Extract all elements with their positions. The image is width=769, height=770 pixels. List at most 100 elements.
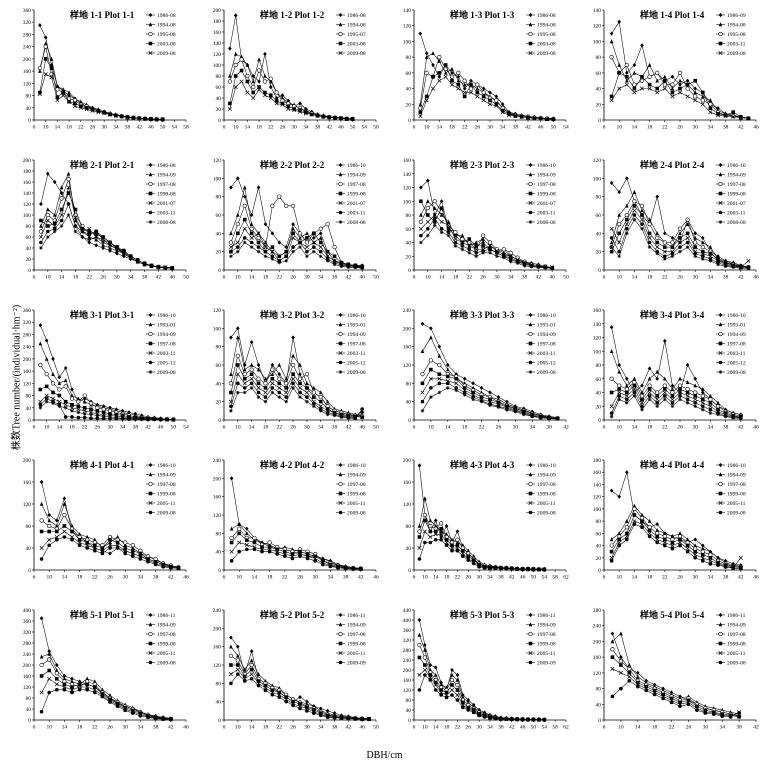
x-tick-label: 50 [183,275,189,281]
data-point [617,383,622,388]
data-point [625,231,629,236]
x-tick-label: 6 [413,275,416,281]
data-point [305,399,309,404]
data-point [156,264,161,269]
data-point [432,199,437,204]
data-point [444,537,449,542]
x-tick-label: 22 [92,725,98,731]
legend-marker [718,612,723,618]
data-point [640,222,644,226]
data-point [647,231,652,236]
data-point [716,111,720,116]
legend-marker [718,12,723,18]
data-point [443,74,448,79]
data-point [262,79,268,84]
data-point [245,531,249,536]
data-point [488,403,492,408]
data-point [493,566,498,571]
data-point [249,212,254,218]
data-point [625,376,629,381]
data-point [239,79,244,84]
legend-label: 1994-08 [537,23,556,29]
series-line-5 [419,530,545,570]
legend-marker [338,500,343,506]
data-point [233,74,238,78]
data-point [291,372,295,376]
legend-marker [338,172,343,177]
legend-label: 1997-08 [537,482,556,488]
data-point [54,671,59,676]
data-point [318,399,323,404]
data-point [454,381,459,386]
data-point [66,171,71,176]
data-point [678,78,682,83]
data-point [417,523,422,528]
legend-label: 1986-10 [157,463,176,469]
data-point [38,90,42,95]
data-point [85,684,90,690]
data-point [270,376,275,381]
data-point [655,231,659,236]
data-point [737,711,741,715]
x-tick-label: 18 [444,725,450,731]
data-point [239,57,244,62]
data-point [677,70,683,75]
data-point [146,559,150,564]
x-tick-label: 30 [101,125,107,131]
series-line-1 [612,633,740,717]
legend-label: 1986-09 [727,13,746,19]
y-tick-label: 160 [213,495,222,501]
legend-marker [528,172,533,177]
legend-marker [338,31,343,37]
data-point [51,356,55,361]
data-point [77,532,82,537]
x-tick-label: 6 [223,275,226,281]
data-point [700,98,705,103]
legend-label: 2005-11 [537,651,556,657]
data-point [731,110,735,114]
x-tick-label: 58 [552,725,558,731]
data-point [67,99,72,104]
data-point [102,111,107,116]
data-point [678,394,682,398]
data-point [229,476,234,481]
data-point [647,217,652,222]
data-point [290,556,295,561]
data-point [62,535,67,539]
data-point [85,546,89,550]
x-tick-label: 22 [662,575,668,581]
data-point [101,412,106,417]
data-point [439,526,443,531]
data-point [263,73,267,78]
x-tick-label: 10 [425,275,431,281]
x-tick-label: 34 [318,725,324,731]
legend-label: 1986-11 [537,613,556,619]
data-point [627,666,632,672]
data-point [291,235,296,240]
data-point [617,394,621,398]
data-point [108,700,112,704]
data-point [318,245,323,250]
data-point [543,266,548,270]
legend-marker [148,172,153,177]
data-point [344,116,349,121]
data-point [277,240,282,245]
data-point [312,401,316,406]
legend-marker [338,641,343,646]
data-point [647,528,652,533]
y-tick-label: 40 [406,241,412,247]
data-point [701,257,705,261]
x-tick-label: 14 [245,125,251,131]
data-point [284,390,289,395]
data-point [84,105,89,110]
data-point [701,254,705,259]
data-point [312,385,316,390]
x-tick-label: 42 [346,725,352,731]
y-tick-label: 160 [403,158,412,164]
y-tick-label: 320 [23,630,32,636]
data-point [439,537,443,542]
data-point [257,79,261,84]
legend-marker [528,331,533,337]
y-tick-label: 0 [28,118,31,124]
x-tick-label: 38 [522,275,528,281]
